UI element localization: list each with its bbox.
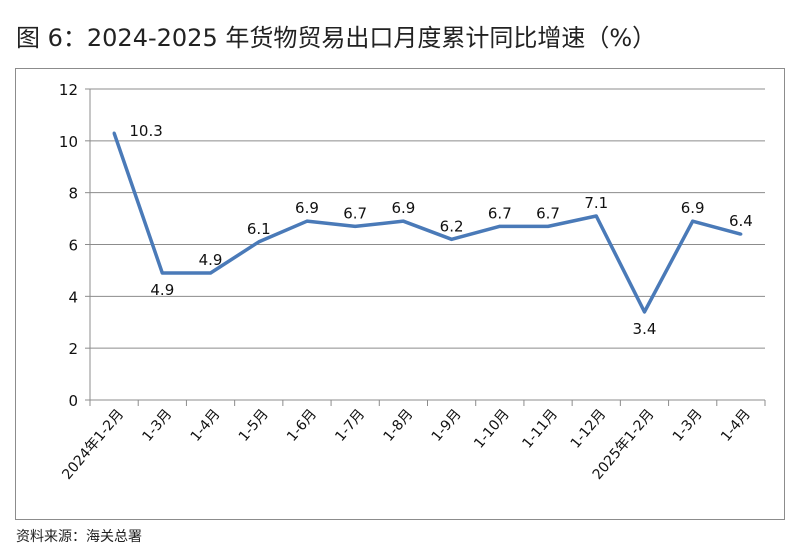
data-point — [498, 224, 502, 228]
data-label: 6.4 — [729, 212, 753, 230]
y-tick-label: 0 — [68, 392, 78, 410]
y-tick-label: 2 — [68, 340, 78, 358]
y-tick-label: 8 — [68, 185, 78, 203]
y-tick-label: 4 — [68, 288, 78, 306]
data-label: 6.7 — [536, 204, 560, 222]
data-point — [739, 232, 743, 236]
data-point — [594, 214, 598, 218]
x-tick-label: 1-11月 — [519, 406, 561, 451]
data-label: 10.3 — [129, 122, 162, 140]
data-point — [546, 224, 550, 228]
chart-frame — [15, 68, 785, 520]
data-label: 3.4 — [633, 320, 657, 338]
x-tick-label: 1-6月 — [284, 406, 320, 445]
data-point — [209, 271, 213, 275]
x-tick-label: 1-4月 — [718, 406, 754, 445]
x-tick-label: 1-3月 — [139, 406, 175, 445]
series-line — [112, 132, 742, 314]
data-label: 6.1 — [247, 220, 271, 238]
data-label: 6.7 — [343, 204, 367, 222]
data-point — [160, 271, 164, 275]
x-tick-label: 1-3月 — [670, 406, 706, 445]
y-tick-label: 6 — [68, 237, 78, 255]
data-point — [353, 224, 357, 228]
data-label: 6.9 — [391, 199, 415, 217]
data-label: 6.9 — [295, 199, 319, 217]
x-tick-label: 1-5月 — [236, 406, 272, 445]
x-tick-label: 1-12月 — [568, 406, 610, 451]
data-label: 6.7 — [488, 204, 512, 222]
x-tick-label: 1-9月 — [429, 406, 465, 445]
x-tick-label: 2024年1-2月 — [59, 406, 127, 483]
data-label: 4.9 — [199, 251, 223, 269]
data-label: 6.9 — [681, 199, 705, 217]
data-point — [112, 131, 116, 135]
chart-title: 图 6：2024-2025 年货物贸易出口月度累计同比增速（%） — [16, 24, 657, 52]
data-label: 6.2 — [440, 217, 464, 235]
data-label: 7.1 — [584, 194, 608, 212]
data-point — [257, 240, 261, 244]
x-tick-label: 1-7月 — [332, 406, 368, 445]
y-tick-label: 12 — [59, 81, 78, 99]
data-point — [450, 237, 454, 241]
y-tick-label: 10 — [59, 133, 78, 151]
x-tick-label: 1-10月 — [471, 406, 513, 451]
source-note: 资料来源：海关总署 — [16, 529, 142, 545]
data-point — [642, 310, 646, 314]
x-tick-label: 1-8月 — [380, 406, 416, 445]
data-point — [691, 219, 695, 223]
data-point — [305, 219, 309, 223]
data-point — [401, 219, 405, 223]
data-label: 4.9 — [150, 281, 174, 299]
x-tick-label: 1-4月 — [188, 406, 224, 445]
